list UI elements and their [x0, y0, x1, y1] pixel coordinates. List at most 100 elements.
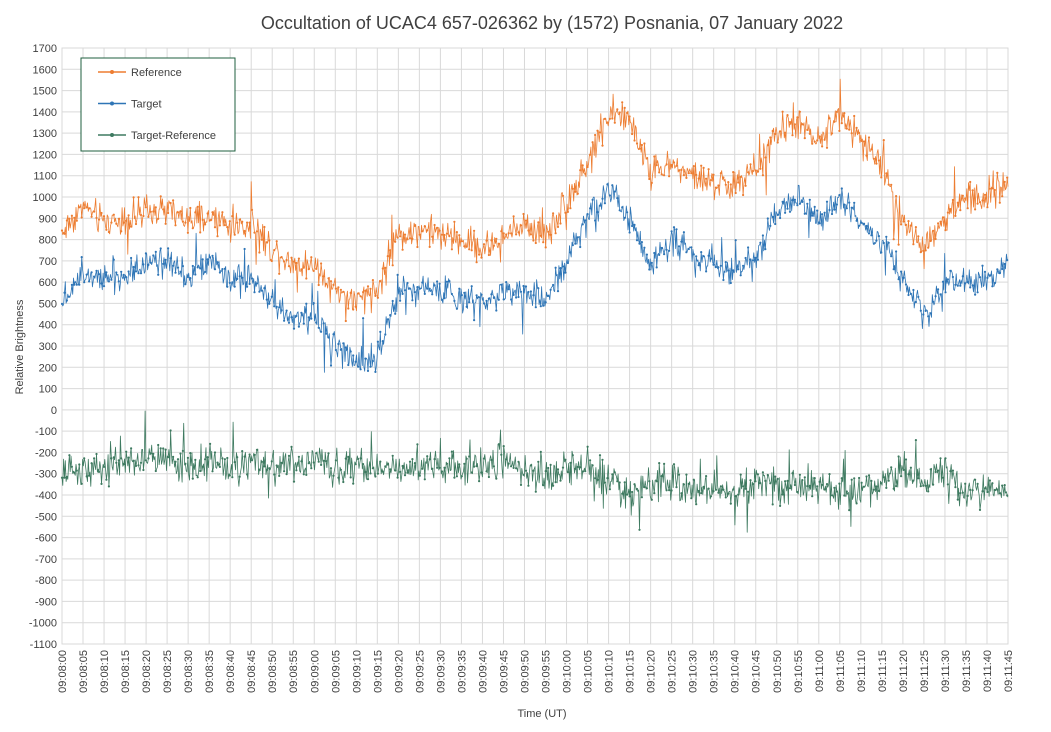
data-point	[556, 225, 560, 228]
data-point	[576, 236, 579, 239]
data-point	[579, 245, 582, 249]
data-point	[401, 248, 404, 251]
data-point	[909, 292, 913, 295]
y-tick-label: 200	[39, 362, 57, 374]
data-point	[130, 225, 133, 228]
data-point	[798, 110, 802, 113]
data-point	[110, 278, 113, 281]
data-point	[315, 267, 318, 270]
data-point	[996, 488, 999, 491]
series-line-target	[61, 182, 1009, 373]
data-point	[961, 275, 964, 278]
data-point	[539, 234, 542, 237]
series-line-target-reference	[61, 410, 1009, 533]
data-point	[78, 463, 81, 466]
data-point	[677, 169, 681, 172]
data-point	[537, 221, 540, 224]
data-point	[914, 300, 918, 304]
data-point	[527, 229, 530, 232]
data-point	[213, 268, 217, 271]
data-point	[865, 475, 868, 478]
data-point	[167, 211, 170, 215]
data-point	[408, 460, 412, 463]
data-point	[806, 485, 809, 488]
data-point	[971, 489, 974, 492]
data-point	[389, 314, 392, 317]
data-point	[317, 460, 320, 463]
data-point	[981, 199, 984, 202]
y-tick-label: 1500	[33, 86, 57, 98]
data-point	[974, 478, 977, 481]
x-tick-label: 09:10:35	[709, 650, 721, 693]
data-point	[754, 256, 757, 259]
data-point	[584, 219, 587, 222]
data-point	[65, 475, 68, 478]
data-point	[278, 474, 281, 477]
data-point	[512, 215, 515, 218]
data-point	[93, 275, 96, 278]
data-point	[487, 475, 490, 479]
data-point	[458, 287, 461, 290]
data-point	[672, 463, 676, 466]
data-point	[907, 293, 910, 297]
data-point	[164, 448, 167, 451]
data-point	[522, 212, 525, 216]
data-point	[68, 295, 71, 298]
data-point	[791, 472, 794, 475]
data-point	[655, 164, 658, 167]
data-point	[290, 256, 293, 259]
data-point	[510, 232, 513, 235]
data-point	[788, 121, 792, 124]
data-point	[816, 209, 819, 212]
data-point	[709, 257, 713, 260]
data-point	[307, 268, 310, 271]
x-tick-label: 09:11:05	[835, 650, 847, 692]
data-point	[991, 482, 994, 485]
data-point	[260, 289, 263, 292]
data-point	[961, 491, 964, 494]
data-point	[283, 470, 286, 473]
data-point	[806, 202, 809, 205]
data-point	[998, 201, 1001, 204]
data-point	[579, 169, 582, 172]
data-point	[895, 195, 898, 198]
x-tick-label: 09:10:50	[772, 650, 784, 693]
legend-label: Reference	[131, 67, 182, 79]
data-point	[366, 285, 370, 288]
data-point	[739, 274, 742, 277]
x-axis-title: Time (UT)	[517, 708, 566, 720]
data-point	[329, 280, 333, 283]
data-point	[100, 482, 103, 485]
data-point	[399, 470, 402, 473]
data-point	[705, 177, 708, 180]
data-point	[379, 330, 382, 333]
data-point	[724, 496, 727, 499]
data-point	[450, 248, 453, 251]
data-point	[825, 200, 829, 203]
data-point	[376, 472, 379, 475]
data-point	[406, 471, 409, 474]
data-point	[278, 306, 281, 309]
data-point	[327, 452, 330, 455]
data-point	[199, 267, 202, 270]
data-point	[480, 293, 483, 296]
data-point	[825, 146, 829, 149]
data-point	[623, 216, 626, 219]
data-point	[522, 473, 525, 476]
data-point	[569, 207, 572, 210]
data-point	[749, 258, 752, 261]
data-point	[1003, 262, 1006, 266]
data-point	[134, 222, 138, 226]
data-point	[196, 205, 199, 208]
data-point	[818, 480, 821, 483]
data-point	[658, 171, 661, 174]
data-point	[643, 486, 646, 489]
data-point	[374, 370, 377, 373]
data-point	[408, 237, 412, 240]
data-point	[974, 208, 977, 211]
data-point	[900, 223, 903, 226]
data-point	[431, 293, 434, 296]
data-point	[786, 479, 789, 482]
data-point	[685, 473, 688, 476]
data-point	[201, 465, 204, 468]
